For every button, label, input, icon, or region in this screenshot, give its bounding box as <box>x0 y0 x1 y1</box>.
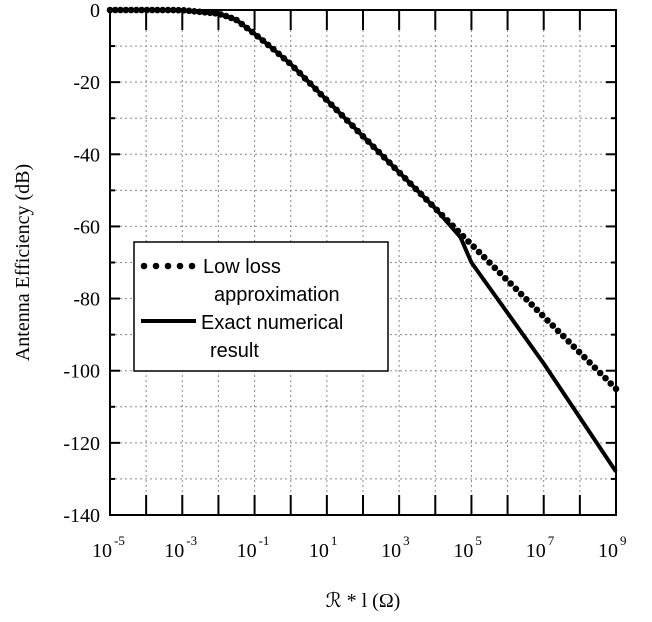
legend-dotted-symbol <box>140 262 196 270</box>
x-tick-exponent: -5 <box>114 533 125 548</box>
x-tick-exponent: 3 <box>403 533 410 548</box>
series-point <box>602 374 609 382</box>
series-point <box>507 280 514 287</box>
y-axis-title: Antenna Efficiency (dB) <box>12 164 34 361</box>
series-point <box>596 369 604 377</box>
x-tick-label: 10 <box>381 540 401 562</box>
x-tick-label: 10 <box>453 540 473 562</box>
series-layer <box>106 6 620 473</box>
legend-dot <box>140 262 148 270</box>
series-point <box>554 327 562 335</box>
series-point <box>538 311 546 319</box>
series-point <box>517 290 525 298</box>
legend: Low loss approximation Exact numerical r… <box>133 241 389 372</box>
y-tick-label: -120 <box>63 433 100 455</box>
series-point <box>544 317 551 324</box>
x-tick-labels: 10 -5 10 -3 10 -1 10 1 10 3 10 5 10 7 10 9 <box>92 533 627 562</box>
series-point <box>496 269 504 277</box>
series-point <box>491 264 499 272</box>
legend-dot <box>164 262 172 270</box>
series-point <box>470 243 478 250</box>
x-tick-exponent: -1 <box>259 533 270 548</box>
x-tick-label: 10 <box>526 540 546 562</box>
y-tick-label: -40 <box>73 144 100 166</box>
series-point <box>570 343 578 351</box>
series-point <box>480 253 488 261</box>
x-tick-exponent: 5 <box>475 533 482 548</box>
series-point <box>533 306 541 314</box>
y-tick-label: 0 <box>90 0 100 22</box>
y-tick-label: -140 <box>63 505 100 527</box>
series-point <box>512 285 520 293</box>
series-point <box>591 364 599 372</box>
x-tick-exponent: 9 <box>620 533 627 548</box>
series-point <box>586 359 593 366</box>
series-point <box>560 332 567 340</box>
series-point <box>523 296 530 303</box>
x-tick-label: 10 <box>237 540 257 562</box>
legend-box <box>133 241 389 372</box>
series-point <box>607 380 614 387</box>
x-tick-label: 10 <box>598 540 618 562</box>
plot-frame <box>109 9 617 516</box>
x-tick-exponent: 1 <box>331 533 338 548</box>
x-tick-label: 10 <box>309 540 329 562</box>
x-tick-exponent: -3 <box>186 533 197 548</box>
x-tick-label: 10 <box>92 540 112 562</box>
legend-dot <box>188 262 196 270</box>
legend-dot <box>176 262 184 270</box>
x-tick-exponent: 7 <box>548 533 555 548</box>
legend-dot <box>152 262 160 270</box>
x-tick-label: 10 <box>164 540 184 562</box>
series-point <box>475 248 483 256</box>
series-point <box>565 338 572 345</box>
y-tick-labels: 0 -20 -40 -60 -80 -100 -120 -140 <box>63 0 100 527</box>
series-exact-line <box>110 8 618 473</box>
y-tick-label: -100 <box>63 361 100 383</box>
series-point <box>465 238 472 245</box>
y-tick-label: -60 <box>73 216 100 238</box>
series-point <box>575 348 583 356</box>
x-axis-title: ℛ * l (Ω) <box>326 590 401 612</box>
y-tick-label: -80 <box>73 289 100 311</box>
series-point <box>528 301 535 308</box>
legend-label-exact-line2: result <box>210 340 259 362</box>
series-point <box>581 353 588 361</box>
legend-label-low-loss-line1: Low loss <box>203 256 281 278</box>
series-point <box>502 275 509 282</box>
series-point <box>486 259 493 266</box>
legend-label-low-loss-line2: approximation <box>214 284 340 306</box>
legend-label-exact-line1: Exact numerical <box>201 312 343 334</box>
series-point <box>549 322 557 329</box>
y-tick-label: -20 <box>73 72 100 94</box>
